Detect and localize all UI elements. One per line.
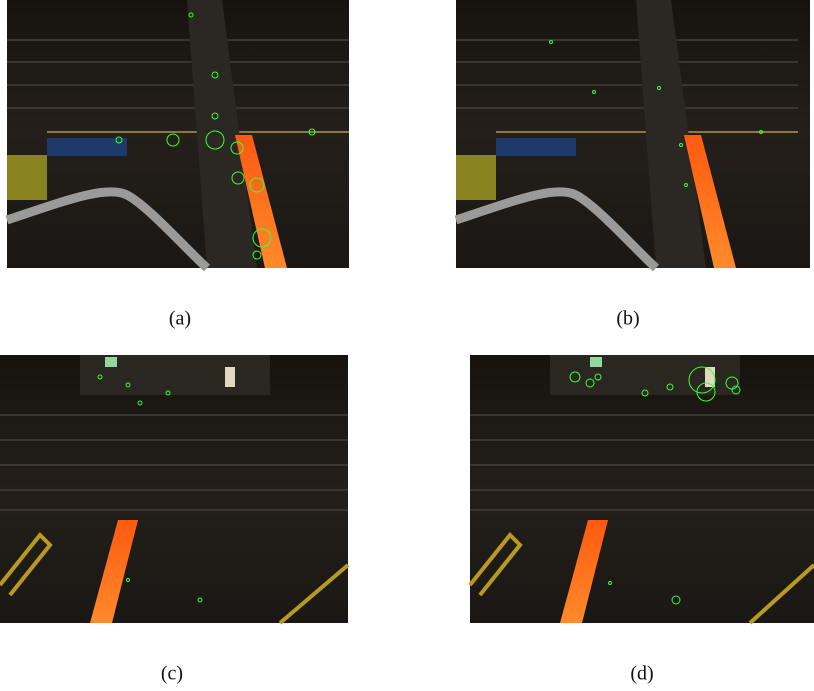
caption: (d) — [630, 663, 653, 685]
caption: (a) — [169, 308, 191, 330]
figure: (a) (b) (c) — [0, 0, 814, 691]
photo-d — [470, 355, 814, 623]
photo-b — [456, 0, 810, 268]
caption: (c) — [161, 663, 183, 685]
photo-a — [7, 0, 349, 268]
photo-c — [0, 355, 348, 623]
caption: (b) — [616, 308, 639, 330]
page: {"subfigures": [{"label": "(a)"}, {"labe… — [0, 0, 814, 691]
